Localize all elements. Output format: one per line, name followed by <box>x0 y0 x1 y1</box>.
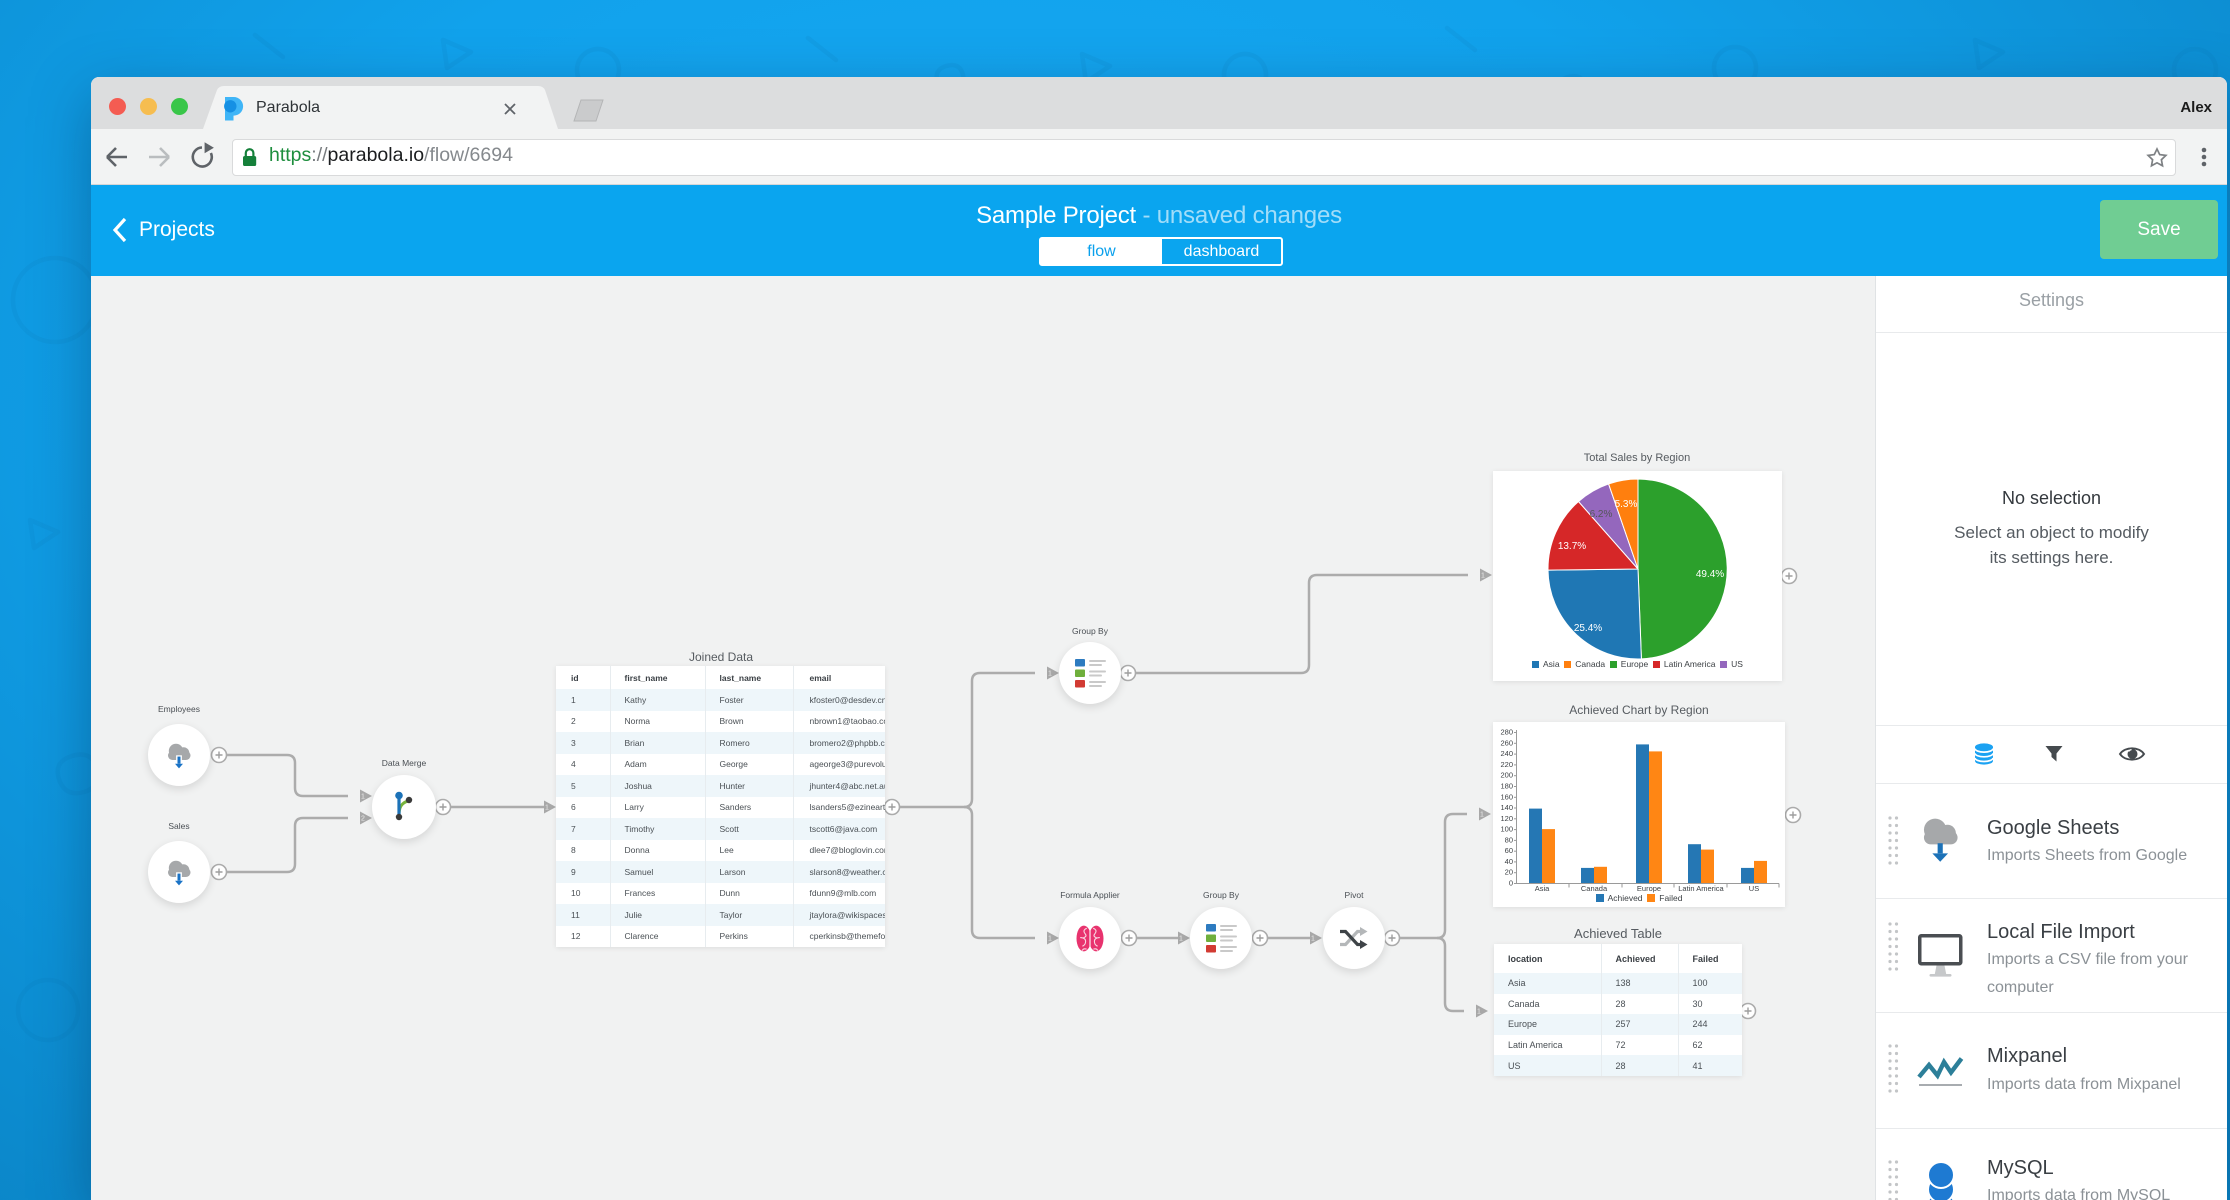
svg-text:1: 1 <box>1481 573 1485 580</box>
svg-text:260: 260 <box>1500 738 1513 747</box>
svg-text:5.3%: 5.3% <box>1615 499 1638 510</box>
svg-text:Latin America: Latin America <box>1678 884 1724 893</box>
svg-text:160: 160 <box>1500 792 1513 801</box>
svg-text:1: 1 <box>1311 936 1315 943</box>
svg-text:60: 60 <box>1505 846 1513 855</box>
svg-text:6.2%: 6.2% <box>1590 509 1613 520</box>
svg-text:240: 240 <box>1500 749 1513 758</box>
svg-text:0: 0 <box>1509 879 1513 888</box>
svg-text:180: 180 <box>1500 782 1513 791</box>
svg-text:1: 1 <box>1048 671 1052 678</box>
svg-text:40: 40 <box>1505 857 1513 866</box>
svg-text:1: 1 <box>1480 812 1484 819</box>
svg-text:1: 1 <box>1048 936 1052 943</box>
svg-text:Canada: Canada <box>1581 884 1608 893</box>
svg-text:25.4%: 25.4% <box>1574 623 1602 634</box>
svg-text:1: 1 <box>361 794 365 801</box>
svg-text:20: 20 <box>1505 868 1513 877</box>
svg-text:US: US <box>1749 884 1759 893</box>
svg-text:2: 2 <box>361 816 365 823</box>
svg-text:80: 80 <box>1505 835 1513 844</box>
svg-text:100: 100 <box>1500 825 1513 834</box>
svg-text:220: 220 <box>1500 760 1513 769</box>
svg-text:13.7%: 13.7% <box>1558 541 1586 552</box>
svg-text:1: 1 <box>1477 1009 1481 1016</box>
svg-text:140: 140 <box>1500 803 1513 812</box>
svg-text:1: 1 <box>1179 936 1183 943</box>
svg-text:Asia: Asia <box>1535 884 1550 893</box>
svg-text:200: 200 <box>1500 771 1513 780</box>
svg-text:280: 280 <box>1500 728 1513 737</box>
svg-text:1: 1 <box>545 805 549 812</box>
svg-text:Europe: Europe <box>1637 884 1661 893</box>
svg-text:120: 120 <box>1500 814 1513 823</box>
svg-text:49.4%: 49.4% <box>1696 569 1724 580</box>
